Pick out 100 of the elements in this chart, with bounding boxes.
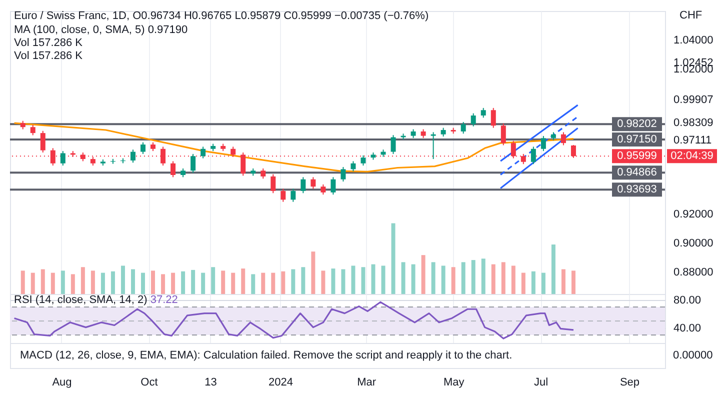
bar xyxy=(521,272,526,294)
bar xyxy=(201,272,206,294)
bar xyxy=(351,266,356,294)
y-tick-label: 80.00 xyxy=(674,294,702,307)
bar xyxy=(501,262,506,294)
bar xyxy=(391,223,396,294)
bar xyxy=(371,264,376,294)
bar xyxy=(60,270,65,294)
x-tick-label: Oct xyxy=(140,376,158,388)
candlestick xyxy=(530,146,536,165)
bar xyxy=(271,272,276,294)
candlestick xyxy=(200,146,206,159)
bar xyxy=(281,271,286,294)
bar xyxy=(30,272,35,294)
bar xyxy=(491,264,496,294)
bar xyxy=(411,264,416,294)
bar xyxy=(541,272,546,294)
candlestick xyxy=(320,184,326,196)
bar xyxy=(141,272,145,294)
candlestick xyxy=(290,188,296,202)
bar xyxy=(70,274,75,294)
bar xyxy=(471,260,476,294)
x-tick-label: 13 xyxy=(204,376,217,388)
candlestick xyxy=(470,112,476,127)
bar xyxy=(50,272,55,294)
candlestick xyxy=(540,135,546,152)
x-tick-label: Jul xyxy=(534,376,548,388)
candlestick xyxy=(350,160,356,172)
bar xyxy=(421,255,426,294)
chart-title: Euro / Swiss Franc, 1D, O0.96734 H0.96765 L0.95879 C0.95999 −0.00735 (−0.76%) xyxy=(14,10,429,23)
candlestick xyxy=(140,142,146,154)
bar xyxy=(291,269,296,294)
bar xyxy=(481,258,486,294)
bar xyxy=(311,252,316,294)
candlestick xyxy=(270,174,276,194)
bar xyxy=(90,270,95,294)
candlestick xyxy=(460,122,466,134)
bar xyxy=(431,262,436,294)
text: MACD (12, 26, close, 9, EMA, EMA): Calculation failed. Remove the script and reapply it to the chart. xyxy=(20,350,512,362)
bar xyxy=(441,266,446,294)
ref-line-label: 0.97150 xyxy=(617,133,657,146)
candlestick xyxy=(500,122,506,146)
bar xyxy=(551,244,556,294)
candlestick xyxy=(300,176,306,194)
bar xyxy=(451,267,456,294)
bar xyxy=(301,267,306,294)
candlestick xyxy=(280,188,286,202)
bar xyxy=(161,274,166,294)
candlestick xyxy=(430,132,436,160)
x-tick-label: 2024 xyxy=(268,376,294,388)
bar xyxy=(511,266,516,294)
bar xyxy=(461,262,466,294)
y-tick-label: 0.92000 xyxy=(674,208,714,221)
candlestick xyxy=(560,132,566,146)
candlestick xyxy=(360,154,366,166)
annotation: 37.22 xyxy=(149,294,178,306)
bar xyxy=(321,270,326,294)
chart-title: RSI (14, close, SMA, 14, 2) xyxy=(14,294,148,306)
bar xyxy=(251,274,256,294)
bar xyxy=(361,267,366,294)
candlestick xyxy=(260,168,266,180)
text: 02:04:39 xyxy=(670,150,714,162)
candlestick xyxy=(170,160,176,178)
bar xyxy=(231,272,236,294)
bar xyxy=(381,266,386,294)
bar xyxy=(211,267,216,294)
bar xyxy=(181,271,186,294)
candlestick xyxy=(60,150,66,166)
x-tick-label: May xyxy=(443,376,465,388)
bar xyxy=(151,270,156,294)
y-axis-title: CHF xyxy=(680,10,702,22)
bar xyxy=(221,270,226,294)
ref-line-label: 0.95999 xyxy=(617,150,657,162)
y-tick-label: 40.00 xyxy=(674,322,702,335)
x-tick-label: Sep xyxy=(620,376,640,388)
bar xyxy=(241,268,246,294)
y-tick-label: 0.97111 xyxy=(674,134,712,147)
annotation: MA (100, close, 0, SMA, 5) 0.97190 xyxy=(14,24,188,37)
bar xyxy=(80,267,85,294)
candlestick xyxy=(130,149,136,164)
bar xyxy=(120,266,125,294)
candlestick xyxy=(340,166,346,182)
ref-line-label: 0.98202 xyxy=(617,118,657,130)
annotation: Vol 157.286 K xyxy=(14,37,83,50)
candlestick xyxy=(390,134,396,154)
ref-line-label: 0.94866 xyxy=(617,166,657,179)
bar xyxy=(261,272,266,294)
x-tick-label: Aug xyxy=(52,376,72,388)
candlestick xyxy=(480,107,486,118)
bar xyxy=(40,269,45,294)
bar xyxy=(571,270,576,294)
candlestick xyxy=(30,124,36,136)
y-tick-label: 0.98309 xyxy=(674,117,714,130)
y-tick-label: 0.90000 xyxy=(674,238,714,250)
bar xyxy=(110,271,115,294)
bar xyxy=(130,269,135,294)
annotation: Vol 157.286 K xyxy=(14,50,83,63)
bar xyxy=(331,268,336,294)
y-tick-label: 1.04000 xyxy=(674,34,714,47)
x-tick-label: Mar xyxy=(357,376,376,388)
